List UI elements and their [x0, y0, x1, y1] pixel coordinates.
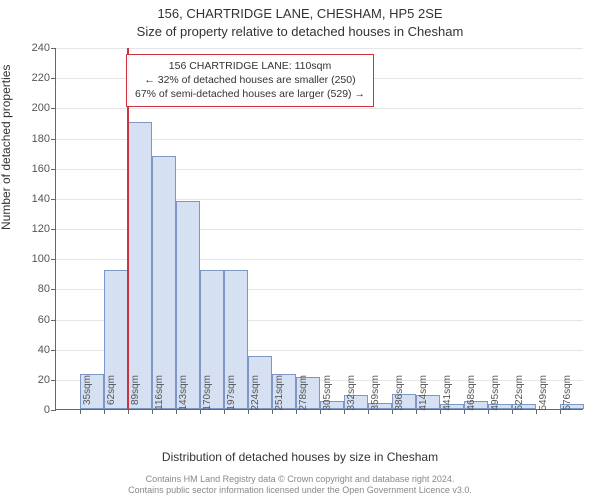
xtick-label: 35sqm — [82, 375, 93, 415]
xtick-mark — [176, 409, 177, 414]
xtick-label: 116sqm — [154, 375, 165, 415]
ytick-mark — [51, 259, 56, 260]
ytick-label: 160 — [32, 163, 50, 175]
xtick-label: 332sqm — [346, 375, 357, 415]
annotation-line2: ← 32% of detached houses are smaller (25… — [135, 73, 365, 87]
ytick-mark — [51, 199, 56, 200]
xtick-label: 278sqm — [298, 375, 309, 415]
xtick-mark — [272, 409, 273, 414]
ytick-mark — [51, 108, 56, 109]
footer-attribution: Contains HM Land Registry data © Crown c… — [0, 474, 600, 497]
xtick-mark — [80, 409, 81, 414]
xtick-mark — [536, 409, 537, 414]
gridline — [56, 48, 583, 49]
footer-line1: Contains HM Land Registry data © Crown c… — [0, 474, 600, 485]
xtick-mark — [296, 409, 297, 414]
xtick-mark — [464, 409, 465, 414]
xtick-label: 495sqm — [490, 375, 501, 415]
xtick-mark — [440, 409, 441, 414]
chart-title-line1: 156, CHARTRIDGE LANE, CHESHAM, HP5 2SE — [0, 6, 600, 21]
xtick-label: 386sqm — [394, 375, 405, 415]
ytick-label: 20 — [38, 374, 50, 386]
ytick-label: 200 — [32, 102, 50, 114]
ytick-label: 0 — [44, 404, 50, 416]
ytick-mark — [51, 350, 56, 351]
histogram-bar — [152, 156, 176, 409]
xtick-mark — [416, 409, 417, 414]
xtick-mark — [200, 409, 201, 414]
xtick-mark — [152, 409, 153, 414]
xtick-label: 224sqm — [250, 375, 261, 415]
xtick-label: 62sqm — [106, 375, 117, 415]
ytick-mark — [51, 320, 56, 321]
xtick-mark — [488, 409, 489, 414]
xtick-mark — [128, 409, 129, 414]
xtick-mark — [512, 409, 513, 414]
xtick-label: 441sqm — [442, 375, 453, 415]
histogram-bar — [128, 122, 152, 409]
annotation-line1: 156 CHARTRIDGE LANE: 110sqm — [135, 59, 365, 73]
xtick-mark — [392, 409, 393, 414]
xtick-label: 197sqm — [226, 375, 237, 415]
footer-line2: Contains public sector information licen… — [0, 485, 600, 496]
xtick-mark — [224, 409, 225, 414]
xtick-mark — [248, 409, 249, 414]
xtick-label: 359sqm — [370, 375, 381, 415]
ytick-mark — [51, 229, 56, 230]
annotation-box: 156 CHARTRIDGE LANE: 110sqm ← 32% of det… — [126, 54, 374, 107]
xtick-mark — [320, 409, 321, 414]
xtick-label: 576sqm — [562, 375, 573, 415]
xtick-label: 251sqm — [274, 375, 285, 415]
xtick-label: 549sqm — [538, 375, 549, 415]
x-axis-label: Distribution of detached houses by size … — [0, 450, 600, 464]
xtick-mark — [368, 409, 369, 414]
ytick-mark — [51, 48, 56, 49]
ytick-mark — [51, 410, 56, 411]
ytick-mark — [51, 139, 56, 140]
xtick-label: 522sqm — [514, 375, 525, 415]
ytick-label: 220 — [32, 72, 50, 84]
xtick-mark — [344, 409, 345, 414]
xtick-label: 414sqm — [418, 375, 429, 415]
xtick-label: 143sqm — [178, 375, 189, 415]
ytick-label: 100 — [32, 253, 50, 265]
chart-container: 156, CHARTRIDGE LANE, CHESHAM, HP5 2SE S… — [0, 0, 600, 500]
y-axis-label: Number of detached properties — [0, 65, 13, 230]
xtick-mark — [104, 409, 105, 414]
ytick-mark — [51, 289, 56, 290]
xtick-label: 170sqm — [202, 375, 213, 415]
ytick-label: 140 — [32, 193, 50, 205]
ytick-label: 80 — [38, 283, 50, 295]
xtick-label: 89sqm — [130, 375, 141, 415]
xtick-label: 468sqm — [466, 375, 477, 415]
ytick-mark — [51, 78, 56, 79]
ytick-label: 180 — [32, 133, 50, 145]
plot-area: 02040608010012014016018020022024035sqm62… — [55, 48, 583, 410]
ytick-mark — [51, 380, 56, 381]
ytick-label: 240 — [32, 42, 50, 54]
ytick-label: 60 — [38, 314, 50, 326]
ytick-label: 40 — [38, 344, 50, 356]
annotation-line3: 67% of semi-detached houses are larger (… — [135, 87, 365, 101]
gridline — [56, 108, 583, 109]
ytick-mark — [51, 169, 56, 170]
xtick-label: 305sqm — [322, 375, 333, 415]
ytick-label: 120 — [32, 223, 50, 235]
chart-title-line2: Size of property relative to detached ho… — [0, 24, 600, 39]
xtick-mark — [560, 409, 561, 414]
